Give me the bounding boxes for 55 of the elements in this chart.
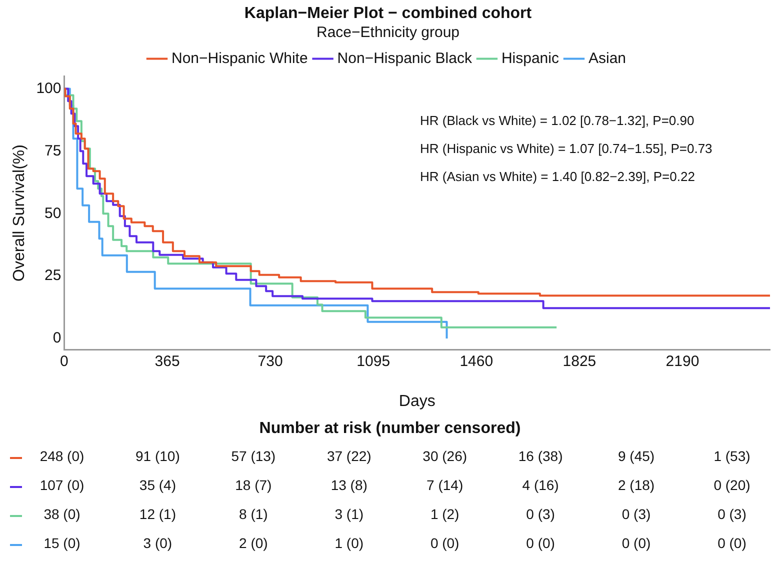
text: 1 (2) bbox=[429, 506, 460, 522]
text: 3 (1) bbox=[334, 506, 365, 522]
text: 35 (4) bbox=[138, 477, 177, 493]
x-tick-label: 365 bbox=[154, 352, 180, 370]
chart-title: Kaplan−Meier Plot − combined cohort bbox=[244, 5, 532, 22]
text: 1 (53) bbox=[712, 448, 752, 464]
x-tick-label: 730 bbox=[258, 352, 283, 370]
text: 0 (0) bbox=[620, 535, 652, 551]
legend-label: Asian bbox=[588, 50, 626, 67]
legend-label: Non−Hispanic White bbox=[171, 50, 308, 67]
text: 0 (0) bbox=[525, 535, 556, 551]
text: 4 (16) bbox=[521, 477, 560, 493]
text: 0 (20) bbox=[712, 477, 752, 493]
x-tick-label: 2190 bbox=[666, 352, 700, 370]
text: 0 (0) bbox=[716, 535, 748, 551]
text: 1 (0) bbox=[334, 535, 365, 551]
y-tick-label: 25 bbox=[44, 267, 62, 284]
y-tick-label: 75 bbox=[44, 142, 62, 160]
x-tick-label: 1095 bbox=[356, 352, 390, 370]
text: 107 (0) bbox=[38, 477, 86, 493]
y-axis-title: Overall Survival(%) bbox=[11, 144, 28, 282]
x-tick-label: 1460 bbox=[460, 352, 494, 370]
text: 30 (26) bbox=[422, 448, 468, 464]
x-axis-title: Days bbox=[398, 392, 436, 410]
annotation: HR (Black vs White) = 1.02 [0.78−1.32], P=0.90 bbox=[420, 112, 694, 128]
text: 12 (1) bbox=[138, 506, 177, 522]
text: 0 (3) bbox=[620, 506, 652, 522]
text: 15 (0) bbox=[42, 535, 82, 551]
text: 18 (7) bbox=[234, 477, 273, 493]
y-tick-label: 100 bbox=[36, 80, 62, 97]
legend-title: Race−Ethnicity group bbox=[316, 24, 460, 41]
text: 2 (18) bbox=[616, 477, 656, 493]
annotation: HR (Asian vs White) = 1.40 [0.82−2.39], P=0.22 bbox=[420, 168, 695, 184]
text: 7 (14) bbox=[426, 477, 464, 493]
text: 91 (10) bbox=[134, 448, 181, 464]
x-tick-label: 1825 bbox=[562, 352, 596, 370]
text: 57 (13) bbox=[230, 448, 277, 464]
y-tick-label: 0 bbox=[52, 330, 62, 347]
annotation: HR (Hispanic vs White) = 1.07 [0.74−1.55], P=0.73 bbox=[420, 140, 712, 156]
text: 3 (0) bbox=[142, 535, 174, 551]
text: 16 (38) bbox=[517, 448, 564, 464]
text: 9 (45) bbox=[616, 448, 656, 464]
legend-label: Hispanic bbox=[501, 50, 560, 67]
legend-label: Non−Hispanic Black bbox=[337, 50, 472, 67]
text: Number at risk (number censored) bbox=[258, 420, 522, 438]
text: 2 (0) bbox=[238, 535, 269, 551]
y-tick-label: 50 bbox=[44, 204, 62, 222]
text: 38 (0) bbox=[42, 506, 82, 522]
text: 37 (22) bbox=[326, 448, 372, 464]
text: 0 (3) bbox=[716, 506, 748, 522]
text: 0 (3) bbox=[525, 506, 556, 522]
text: 0 (0) bbox=[429, 535, 460, 551]
text: 248 (0) bbox=[38, 448, 86, 464]
text: 8 (1) bbox=[238, 506, 269, 522]
text: 13 (8) bbox=[330, 477, 368, 493]
